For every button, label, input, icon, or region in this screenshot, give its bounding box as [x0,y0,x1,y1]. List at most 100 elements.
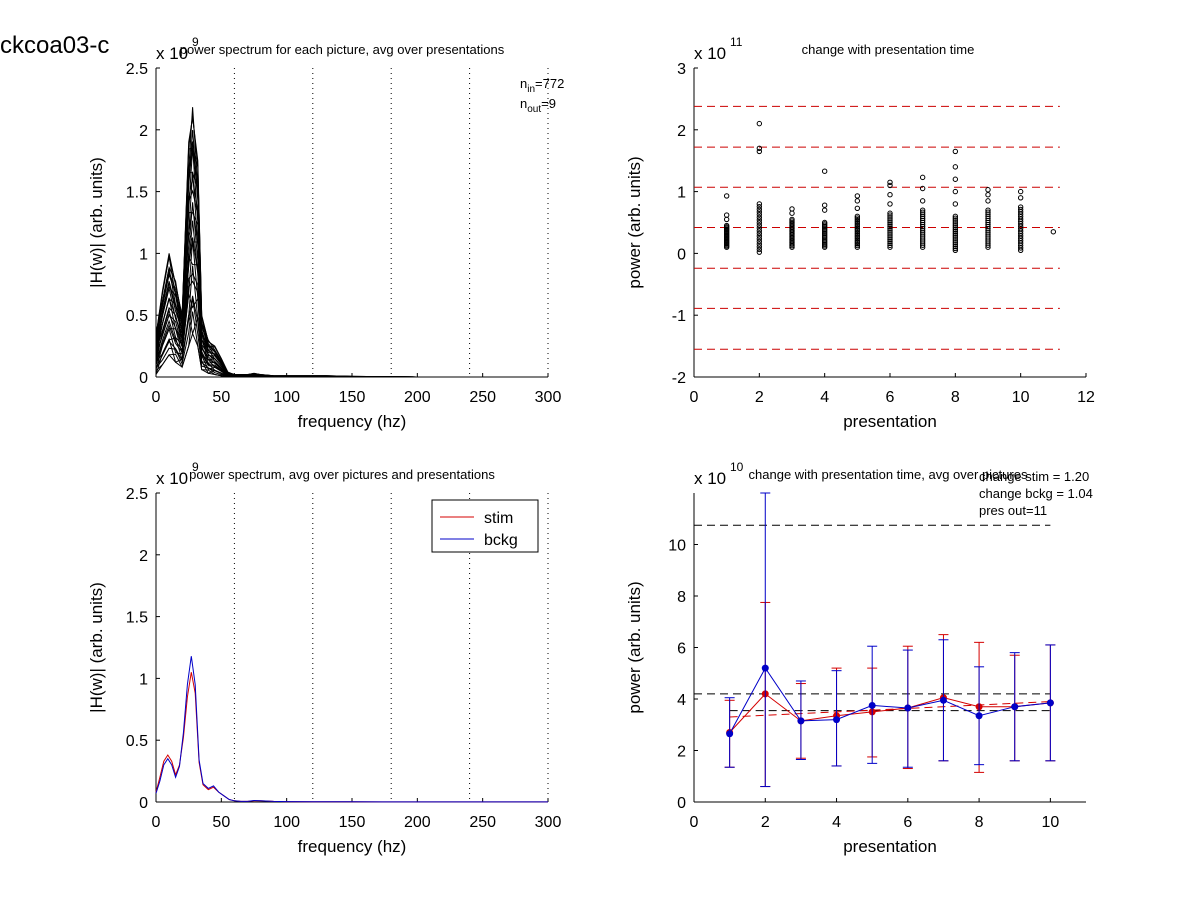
data-point [854,241,861,247]
data-point [887,233,893,239]
data-point [952,247,959,254]
data-point [756,249,763,255]
data-point [887,201,893,207]
data-point [919,174,926,181]
data-point [887,242,893,249]
data-point [887,240,893,247]
x-tick-label: 8 [975,814,984,831]
axis-exponent-base: x 10 [156,44,188,63]
data-point [854,220,861,226]
data-point [789,216,795,223]
data-point [756,148,763,155]
x-tick-label: 100 [273,389,300,406]
data-point [919,185,926,192]
axis-exponent-power: 9 [192,35,199,49]
data-point [854,232,861,238]
x-tick-label: 10 [1012,389,1030,406]
data-point [887,191,893,198]
x-tick-label: 6 [886,389,895,406]
change-annotation: change stim = 1.20 change bckg = 1.04 pres… [979,469,1093,518]
spectrum-line [155,117,548,378]
y-tick-label: 0 [139,370,148,387]
data-point [854,235,861,242]
data-point [887,212,893,218]
y-tick-label: 10 [668,538,686,555]
data-point [887,235,893,241]
data-point [723,212,730,218]
data-point [887,216,893,222]
data-point [756,230,763,237]
annotation-text: change bckg = 1.04 [979,486,1093,501]
legend-label-bckg: bckg [484,532,518,549]
annotation-text: nout=9 [520,96,556,115]
data-point-bckg [833,716,841,724]
y-tick-label: 1.5 [126,610,148,627]
spectrum-line [155,141,548,378]
series-line-bckg [155,656,548,803]
data-point [854,244,861,250]
data-point [952,224,959,231]
data-point-bckg [868,701,876,709]
axis-exponent-base: x 10 [156,469,188,488]
data-point [756,120,763,127]
data-point-bckg [761,664,769,672]
trend-line-stim [729,701,1051,718]
data-point [756,228,763,234]
data-point [887,244,893,250]
data-point [1050,229,1057,235]
x-tick-label: 2 [761,814,770,831]
data-point [952,164,959,170]
data-point [952,217,959,223]
x-tick-label: 0 [152,814,161,831]
x-tick-label: 2 [755,389,764,406]
y-tick-label: 0.5 [126,733,148,750]
data-point [952,226,959,233]
data-point [887,218,893,224]
data-point [1017,204,1024,210]
data-point [952,241,959,248]
x-tick-label: 300 [535,814,562,831]
data-point [854,230,861,237]
data-point [887,236,893,243]
y-tick-label: 4 [677,692,686,709]
data-point [952,245,959,252]
data-point [887,182,893,189]
spectrum-line [155,293,548,378]
annotation-text: pres out=11 [979,503,1047,518]
data-point [756,211,763,218]
data-point [854,193,861,199]
x-tick-label: 12 [1077,389,1095,406]
axis-exponent-base: x 10 [694,469,726,488]
spectrum-line [155,265,548,378]
y-axis-label: |H(w)| (arb. units) [87,157,106,288]
data-point [952,221,959,227]
data-point [1017,195,1024,201]
data-point-bckg [939,696,947,704]
legend-label-stim: stim [484,510,513,527]
data-point [952,236,959,242]
y-axis-label: |H(w)| (arb. units) [87,582,106,713]
data-point [1017,188,1024,195]
data-point [854,227,861,233]
data-point-bckg [904,704,912,712]
data-point [821,202,828,208]
data-point [952,238,959,244]
data-point [952,228,959,235]
data-point [985,198,991,204]
y-tick-label: 2.5 [126,486,148,503]
data-point [756,203,763,210]
data-point [756,241,763,247]
data-point [952,188,959,195]
data-point [756,214,763,221]
x-axis-label: presentation [843,412,937,431]
subplot-4: 0 2 4 6 8 10 0 2 4 6 8 10 presentation power (arb. un… [625,460,1093,856]
y-tick-label: 1.5 [126,185,148,202]
spectrum-line [155,147,548,378]
data-point [952,219,959,225]
data-point [756,246,763,253]
axis-exponent-power: 11 [730,35,743,49]
y-tick-label: 0.5 [126,308,148,325]
x-tick-label: 4 [820,389,829,406]
x-tick-label: 50 [212,814,230,831]
